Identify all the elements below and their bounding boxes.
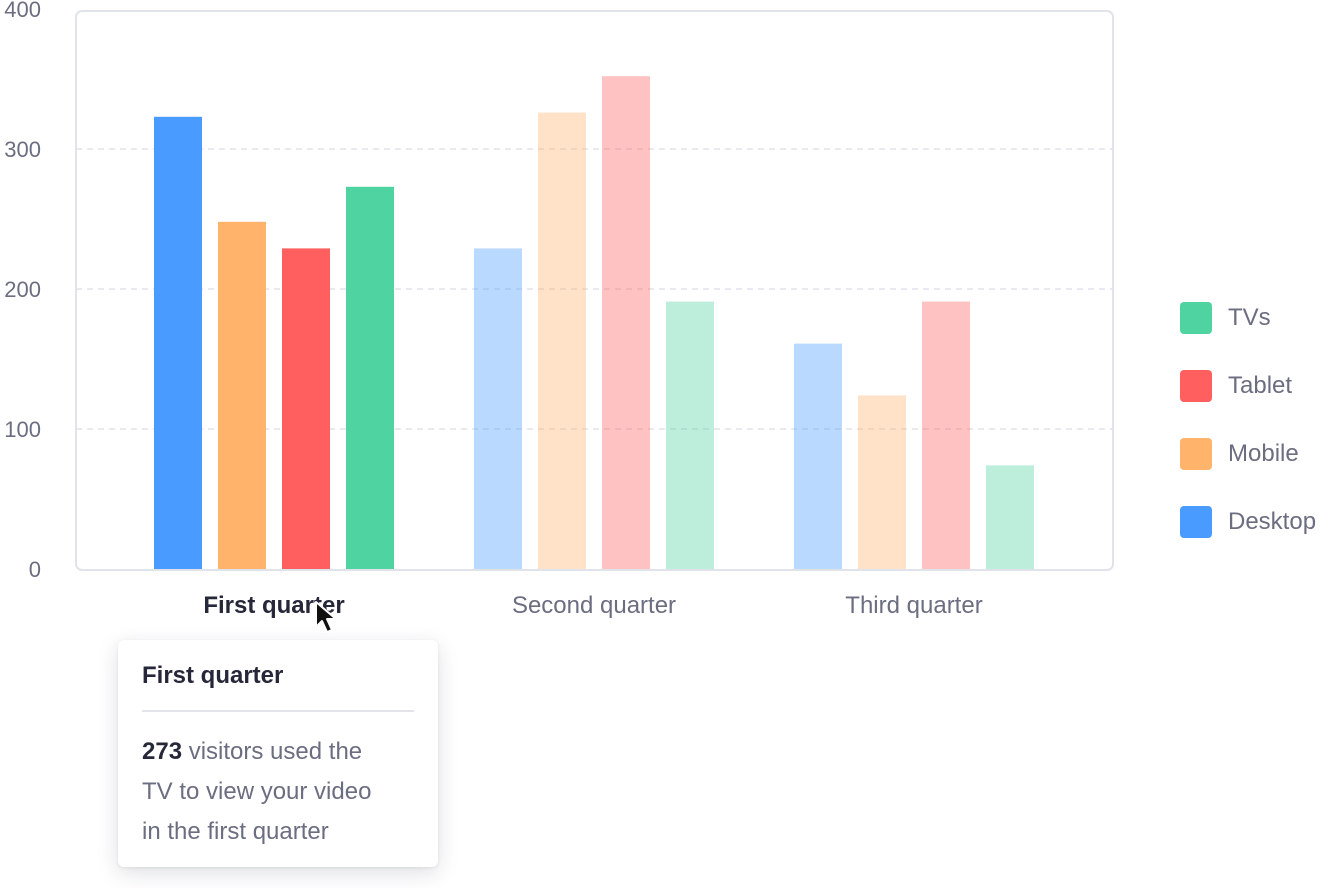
- tooltip-arrow: [270, 630, 290, 640]
- y-tick-label: 200: [4, 277, 41, 302]
- bar-tvs-q1[interactable]: [346, 186, 394, 570]
- y-tick-label: 100: [4, 417, 41, 442]
- bars: [154, 76, 1034, 570]
- category-label-q2[interactable]: Second quarter: [512, 592, 676, 619]
- bar-desktop-q1[interactable]: [154, 116, 202, 570]
- legend-item-desktop[interactable]: Desktop: [1180, 505, 1316, 539]
- tooltip-text-line1: visitors used the: [188, 738, 363, 765]
- legend-item-mobile[interactable]: Mobile: [1180, 437, 1316, 471]
- bar-mobile-q1[interactable]: [218, 221, 266, 570]
- bar-tvs-q2[interactable]: [666, 301, 714, 569]
- legend-swatch-tablet: [1180, 370, 1212, 402]
- mouse-pointer-icon: [315, 601, 337, 633]
- legend: TVs Tablet Mobile Desktop: [1180, 301, 1316, 573]
- legend-label-desktop: Desktop: [1228, 508, 1317, 535]
- legend-swatch-mobile: [1180, 438, 1212, 470]
- y-tick-label: 400: [4, 0, 41, 22]
- tooltip-body: 273 visitors used the TV to view your vi…: [142, 732, 414, 852]
- bar-tablet-q2[interactable]: [602, 76, 650, 569]
- bar-desktop-q3[interactable]: [794, 343, 842, 569]
- y-tick-label: 300: [4, 137, 41, 162]
- legend-swatch-desktop: [1180, 506, 1212, 538]
- y-axis-ticks: 0 100 200 300 400: [4, 0, 41, 582]
- category-label-q3[interactable]: Third quarter: [845, 592, 982, 619]
- bar-desktop-q2[interactable]: [474, 248, 522, 569]
- tooltip-text-line3: in the first quarter: [142, 818, 329, 845]
- gridlines: [76, 148, 1113, 430]
- legend-label-tvs: TVs: [1228, 304, 1271, 331]
- legend-item-tablet[interactable]: Tablet: [1180, 369, 1316, 403]
- plot-frame: [75, 10, 1114, 571]
- tooltip-title: First quarter: [142, 662, 414, 712]
- bar-tvs-q3[interactable]: [986, 465, 1034, 569]
- legend-label-mobile: Mobile: [1228, 440, 1299, 467]
- legend-swatch-tvs: [1180, 302, 1212, 334]
- bar-mobile-q3[interactable]: [858, 395, 906, 569]
- bar-mobile-q2[interactable]: [538, 112, 586, 569]
- tooltip: First quarter 273 visitors used the TV t…: [118, 640, 438, 867]
- legend-item-tvs[interactable]: TVs: [1180, 301, 1316, 335]
- tooltip-text-line2: TV to view your video: [142, 778, 372, 805]
- bar-tablet-q3[interactable]: [922, 301, 970, 569]
- bar-tablet-q1[interactable]: [282, 248, 330, 569]
- y-tick-label: 0: [29, 557, 41, 582]
- legend-label-tablet: Tablet: [1228, 372, 1293, 399]
- tooltip-value: 273: [142, 738, 183, 765]
